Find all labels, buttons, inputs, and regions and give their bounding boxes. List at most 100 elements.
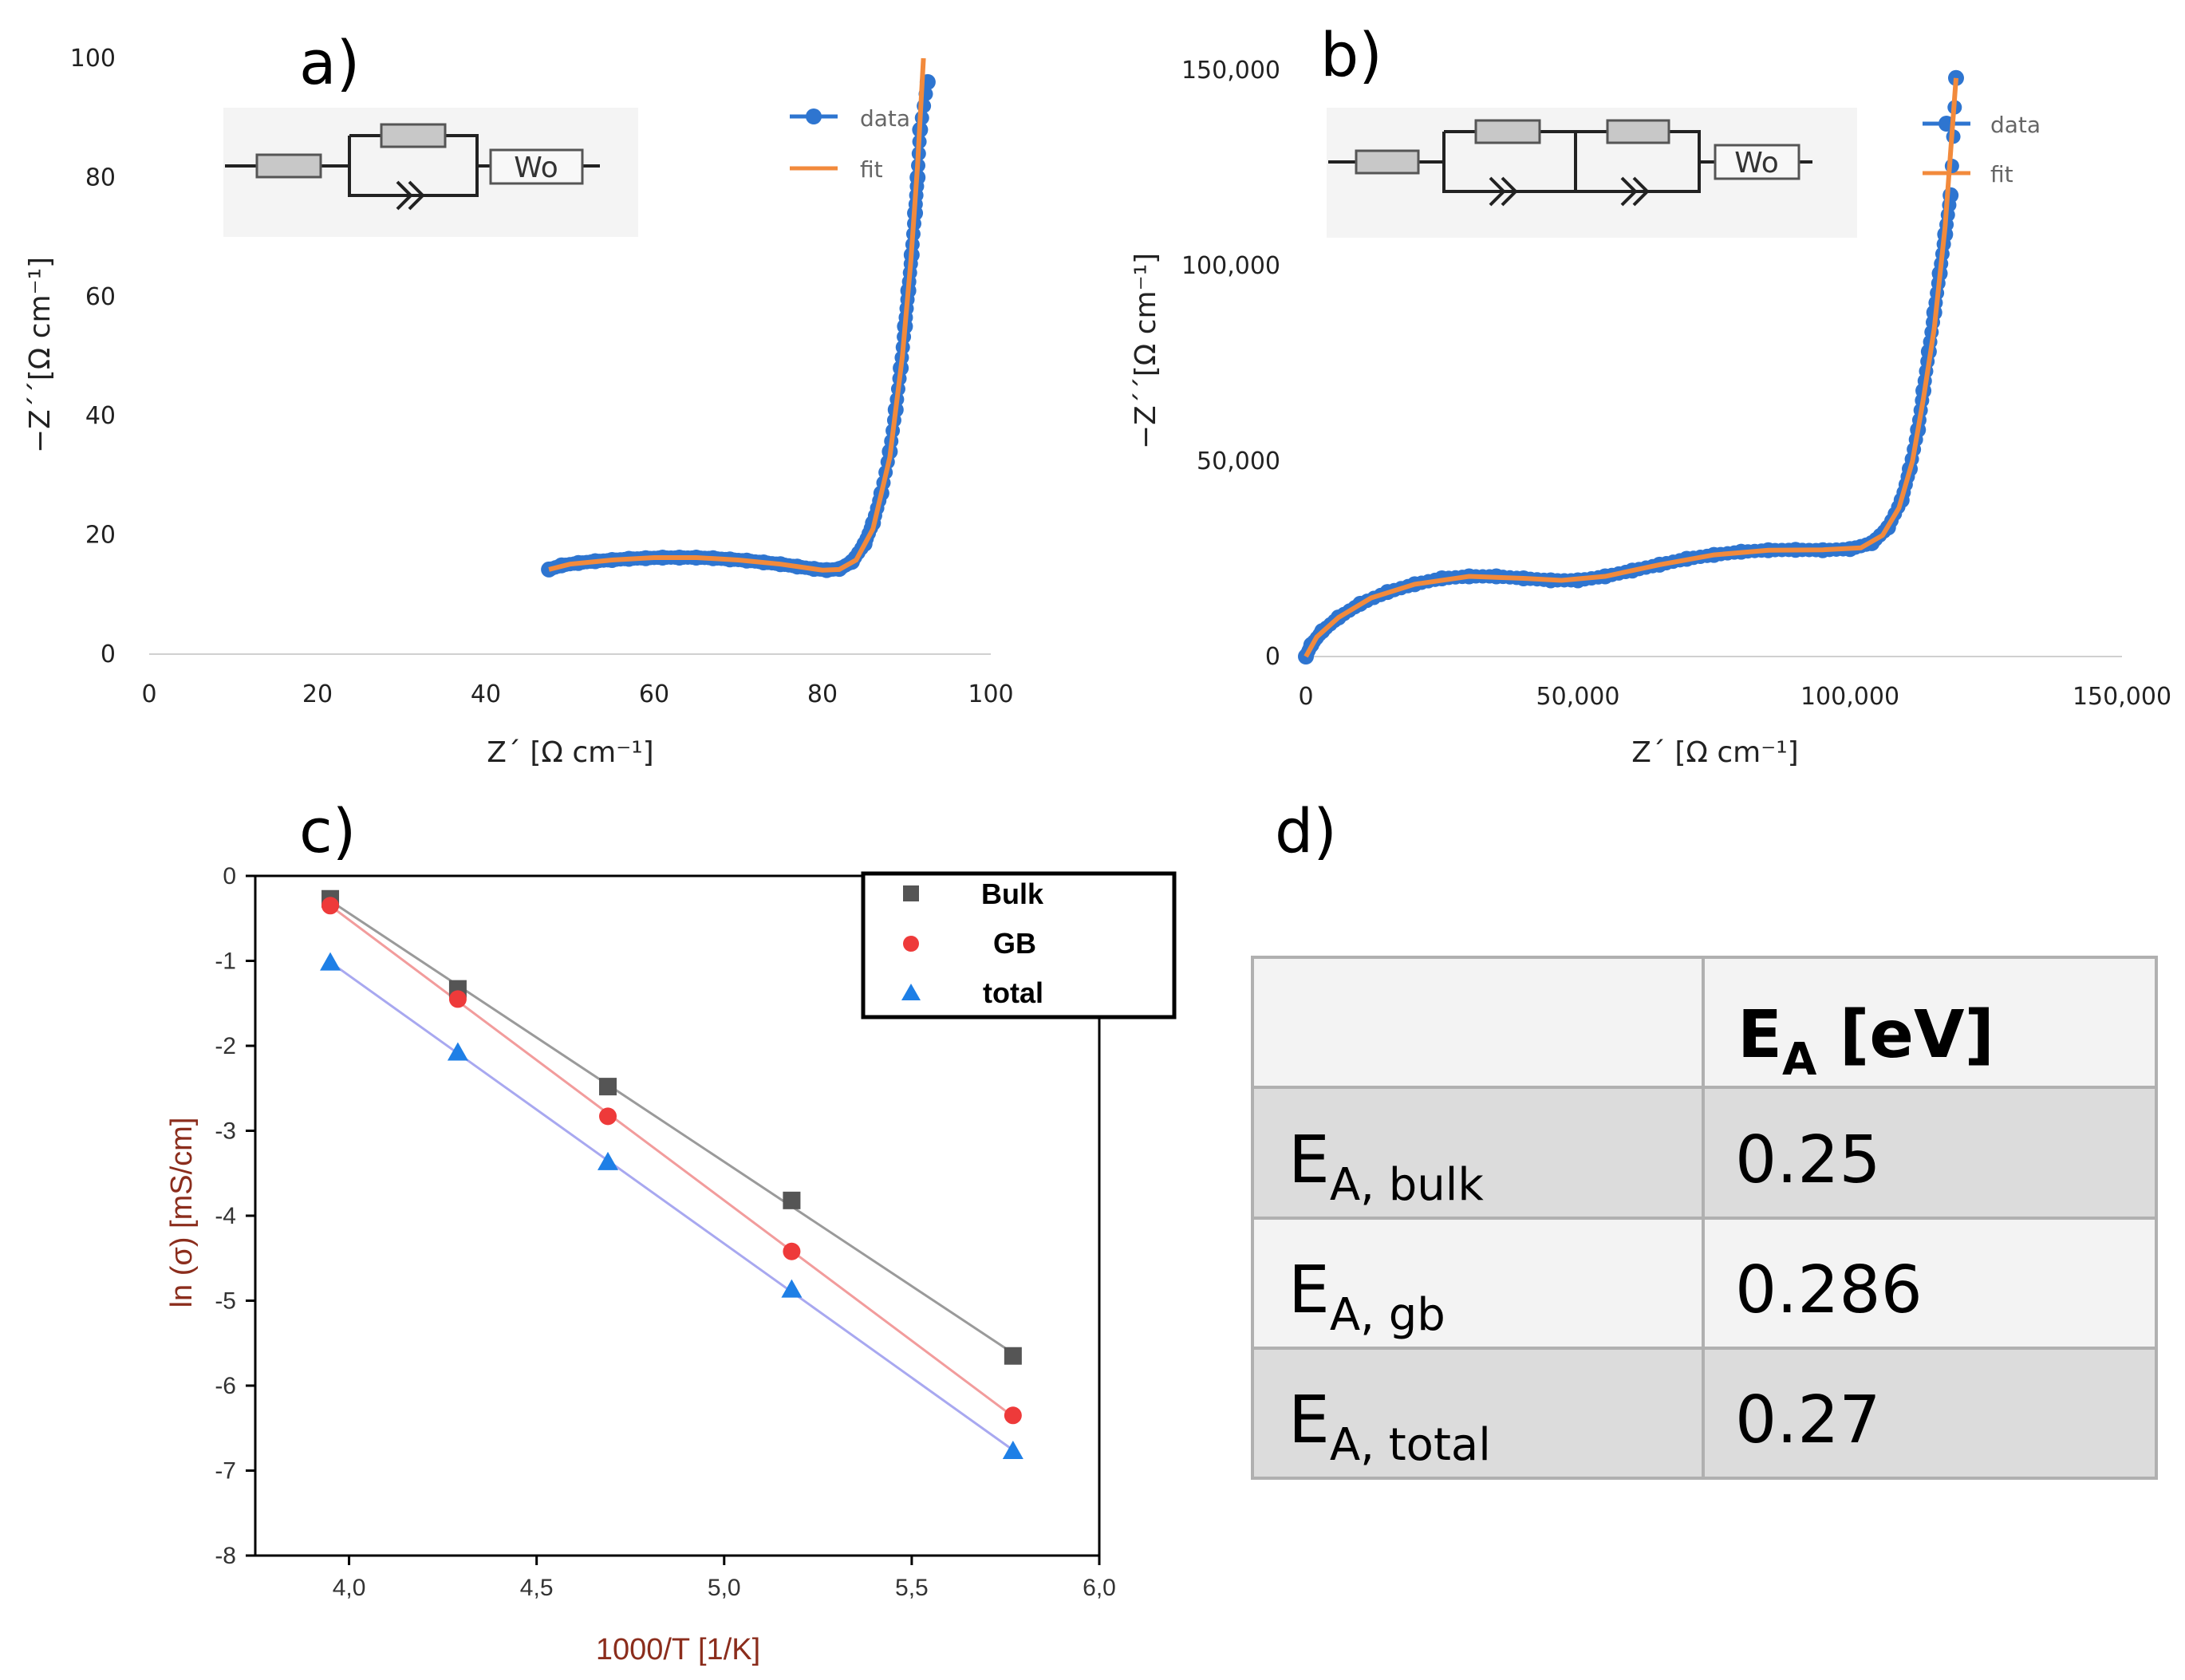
gb-point (321, 897, 340, 915)
panel-a-x-title: Z´ [Ω cm⁻¹] (487, 736, 653, 769)
legend-bulk-marker (903, 885, 919, 901)
x-tick-label: 80 (807, 680, 838, 708)
table-cell (1252, 1087, 1703, 1218)
x-tick-label: 20 (302, 680, 333, 708)
legend-gb-label: GB (993, 927, 1036, 960)
total-point (320, 952, 341, 971)
y-tick-label: 60 (85, 283, 116, 311)
y-tick-label: -7 (215, 1458, 236, 1485)
panel-b-fit-line (1304, 77, 1958, 658)
panel-b-y-title: −Z´´[Ω cm⁻¹] (1130, 253, 1162, 449)
panel-c-data-points (320, 889, 1023, 1460)
gb-point (448, 990, 467, 1008)
x-tick-label: 4,0 (333, 1575, 366, 1601)
table-cell (1703, 1348, 2156, 1478)
fit-line-gb (329, 905, 1014, 1418)
total-point (447, 1042, 468, 1061)
panel-c-y-title: ln (σ) [mS/cm] (165, 1118, 199, 1308)
resistor-element (1606, 119, 1670, 144)
resistor-element (1474, 119, 1541, 144)
panel-a-y-title: −Z´´[Ω cm⁻¹] (24, 257, 57, 453)
gb-point (783, 1242, 801, 1260)
y-tick-label: -4 (215, 1203, 236, 1229)
row-value-gb: 0.286 (1735, 1252, 1923, 1328)
table-grid (1251, 956, 2158, 1480)
x-tick-label: 4,5 (520, 1575, 554, 1601)
legend-data-label: data (1990, 112, 2041, 138)
warburg-element (489, 148, 584, 185)
x-tick-label: 0 (1298, 683, 1313, 711)
bulk-point (1004, 1347, 1022, 1365)
panel-b-legend: data fit (1923, 112, 2041, 187)
x-tick-label: 60 (639, 680, 669, 708)
panel-b-y-ticks: 0 50,000 100,000 150,000 (1181, 57, 1280, 671)
table-cell (1252, 1348, 1703, 1478)
y-tick-label: -8 (215, 1543, 236, 1569)
panel-c: c) 4,0 4,5 5,0 5,5 6,0 0 -1 -2 -3 -4 -5 -6 -7 -8 100… (165, 795, 1177, 1666)
bulk-point (783, 1191, 801, 1209)
y-tick-label: 20 (85, 522, 116, 550)
panel-a-fit-line (548, 57, 926, 573)
panel-c-y-ticks: 0 -1 -2 -3 -4 -5 -6 -7 -8 (215, 863, 255, 1569)
panel-c-label: c) (299, 795, 356, 866)
x-tick-label: 40 (471, 680, 501, 708)
table-cell (1252, 957, 1703, 1087)
y-tick-label: 0 (101, 641, 116, 668)
row-label-total: EA, total (1288, 1382, 1491, 1471)
legend-data-marker (806, 108, 822, 124)
x-tick-label: 50,000 (1536, 683, 1620, 711)
cpe-element (1620, 176, 1650, 207)
panel-c-legend: Bulk GB total (861, 871, 1177, 1019)
x-tick-label: 100 (968, 680, 1013, 708)
y-tick-label: -2 (215, 1033, 236, 1059)
panel-b-circuit: Wo (1327, 108, 1857, 238)
resistor-element (255, 153, 322, 179)
legend-bulk-label: Bulk (981, 877, 1044, 910)
row-label-bulk: EA, bulk (1288, 1122, 1484, 1211)
panel-d: d) EA [eV] EA, bulk 0.25 EA, gb 0.286 (1251, 795, 2158, 1480)
gb-point (599, 1107, 617, 1126)
panel-c-x-title: 1000/T [1/K] (596, 1633, 760, 1666)
panel-b-x-ticks: 0 50,000 100,000 150,000 (1298, 683, 2171, 711)
y-tick-label: 100 (70, 45, 116, 73)
panel-c-x-ticks: 4,0 4,5 5,0 5,5 6,0 (333, 1556, 1116, 1601)
total-point (781, 1279, 803, 1298)
table-cell (1703, 957, 2156, 1087)
y-tick-label: 100,000 (1181, 252, 1280, 280)
x-tick-label: 0 (141, 680, 156, 708)
y-tick-label: -5 (215, 1288, 236, 1315)
y-tick-label: 80 (85, 164, 116, 191)
panel-a-y-ticks: 0 20 40 60 80 100 (70, 45, 116, 668)
panel-b-x-title: Z´ [Ω cm⁻¹] (1631, 736, 1798, 769)
table-cell (1703, 1218, 2156, 1348)
legend-data-label: data (860, 105, 910, 132)
x-tick-label: 5,0 (708, 1575, 741, 1601)
panel-a: a) 0 20 40 60 80 100 0 20 40 60 80 100 Z´ [Ω cm⁻¹]… (24, 27, 1014, 769)
x-tick-label: 6,0 (1083, 1575, 1116, 1601)
cpe-element (1489, 176, 1518, 207)
x-tick-label: 150,000 (2073, 683, 2171, 711)
panel-c-fit-lines (329, 900, 1014, 1451)
legend-total-marker (901, 984, 921, 1000)
panel-b-label: b) (1320, 19, 1382, 90)
x-tick-label: 100,000 (1800, 683, 1899, 711)
fit-line-total (329, 960, 1014, 1451)
panel-a-legend: data fit (790, 105, 910, 183)
warburg-label: Wo (514, 152, 558, 184)
legend-fit-label: fit (860, 156, 883, 183)
row-value-bulk: 0.25 (1735, 1122, 1881, 1198)
y-tick-label: -6 (215, 1373, 236, 1399)
legend-total-label: total (983, 976, 1043, 1009)
legend-gb-marker (903, 936, 919, 952)
cpe-element (396, 180, 425, 211)
warburg-element (1714, 144, 1800, 180)
y-tick-label: 150,000 (1181, 57, 1280, 85)
y-tick-label: 40 (85, 402, 116, 430)
legend-fit-label: fit (1990, 161, 2013, 187)
resistor-element (1355, 149, 1420, 175)
resistor-element (380, 123, 447, 148)
panel-d-label: d) (1275, 795, 1337, 866)
table-cell (1703, 1087, 2156, 1218)
panel-a-x-ticks: 0 20 40 60 80 100 (141, 680, 1013, 708)
